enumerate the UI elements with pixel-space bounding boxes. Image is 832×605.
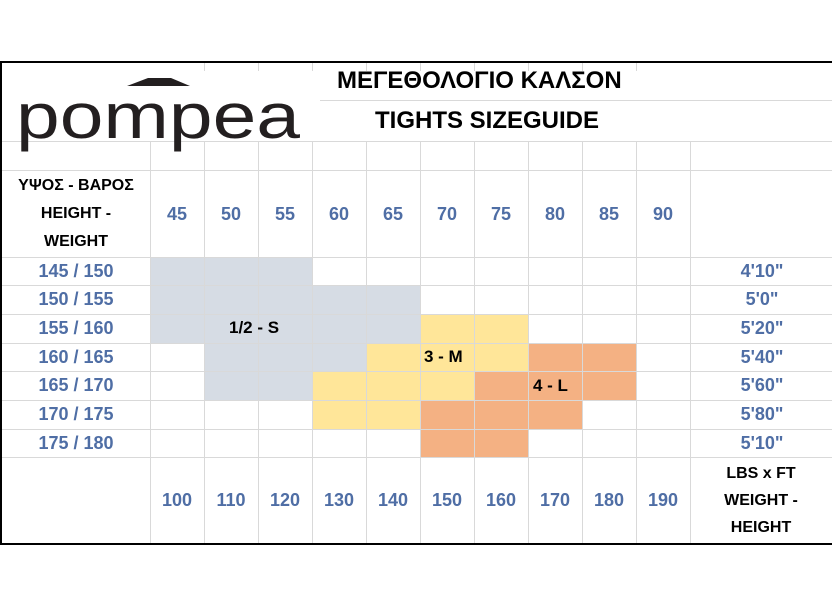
weight-lbs-label: 160 [485, 490, 517, 510]
size-zone-m [312, 371, 474, 400]
height-ft-label: 5'10" [740, 432, 784, 453]
grid-v-stub [204, 63, 205, 71]
grid-v-line [582, 141, 583, 543]
grid-h-line [2, 429, 832, 430]
grid-v-line [690, 141, 691, 543]
title-greek: ΜΕΓΕΘΟΛΟΓΙΟ ΚΑΛΣΟΝ [337, 67, 622, 94]
grid-v-line [150, 141, 151, 543]
height-ft-label: 5'40" [740, 346, 784, 367]
weight-height-label-1: WEIGHT - [724, 492, 798, 509]
size-zone-s [150, 285, 420, 314]
frame-top-border [0, 61, 832, 63]
weight-lbs-label: 190 [647, 490, 679, 510]
grid-v-stub [312, 63, 313, 71]
grid-h-line [2, 400, 832, 401]
grid-h-line [2, 457, 832, 458]
height-cm-label: 150 / 155 [38, 289, 114, 309]
grid-v-line [420, 141, 421, 543]
weight-lbs-label: 170 [539, 490, 571, 510]
size-label-m: 3 - M [424, 347, 463, 366]
height-cm-label: 170 / 175 [38, 404, 114, 424]
weight-lbs-label: 110 [216, 490, 246, 510]
grid-v-stub [366, 63, 367, 71]
grid-v-stub [528, 63, 529, 71]
size-zone-l [474, 371, 636, 400]
height-weight-label-1: HEIGHT - [40, 205, 112, 222]
size-zone-s [150, 314, 420, 343]
weight-kg-label: 85 [598, 203, 620, 224]
height-weight-label-2: WEIGHT [44, 233, 108, 250]
grid-v-stub [420, 63, 421, 71]
logo-wordmark: pompea [16, 80, 300, 152]
size-label-s: 1/2 - S [229, 318, 280, 337]
brand-logo: pompea [14, 76, 304, 161]
height-cm-label: 165 / 170 [38, 375, 114, 395]
grid-v-line [636, 141, 637, 543]
grid-h-line [2, 343, 832, 344]
grid-v-line [474, 141, 475, 543]
grid-v-line [528, 141, 529, 543]
grid-h-line [320, 100, 832, 101]
height-weight-greek-label: ΥΨΟΣ - ΒΑΡΟΣ [18, 177, 134, 194]
grid-v-line [366, 141, 367, 543]
grid-h-line [2, 170, 832, 171]
weight-height-label-2: HEIGHT [730, 519, 792, 536]
grid-h-line [2, 141, 832, 142]
size-zone-l [420, 400, 582, 429]
grid-h-line [2, 371, 832, 372]
weight-lbs-label: 150 [431, 490, 463, 510]
weight-kg-label: 50 [220, 203, 242, 224]
height-ft-label: 4'10" [740, 260, 784, 281]
grid-v-line [258, 141, 259, 543]
weight-kg-label: 45 [166, 203, 188, 224]
frame-bottom-border [0, 543, 832, 545]
height-ft-label: 5'80" [740, 404, 784, 424]
weight-kg-label: 75 [490, 203, 512, 224]
weight-kg-label: 80 [544, 203, 566, 224]
weight-kg-label: 55 [274, 203, 296, 224]
weight-lbs-label: 130 [323, 490, 355, 510]
grid-v-stub [582, 63, 583, 71]
weight-kg-label: 70 [436, 203, 458, 224]
weight-kg-label: 90 [652, 203, 674, 224]
height-ft-label: 5'60" [740, 375, 784, 395]
size-zone-s [150, 257, 312, 285]
weight-lbs-label: 140 [377, 490, 409, 510]
grid-h-line [2, 257, 832, 258]
height-cm-label: 155 / 160 [38, 318, 114, 338]
grid-v-stub [474, 63, 475, 71]
grid-h-line [2, 314, 832, 315]
grid-v-line [204, 141, 205, 543]
grid-v-line [312, 141, 313, 543]
weight-kg-label: 60 [328, 203, 350, 224]
height-cm-label: 175 / 180 [38, 432, 114, 453]
size-zone-s [204, 343, 366, 371]
weight-lbs-label: 180 [593, 490, 625, 510]
pompea-logo-icon: pompea [16, 78, 300, 152]
lbs-ft-label: LBS x FT [726, 465, 796, 482]
frame-left-border [0, 61, 2, 545]
size-label-l: 4 - L [533, 376, 568, 395]
weight-lbs-label: 120 [269, 490, 301, 510]
grid-v-stub [636, 63, 637, 71]
grid-v-stub [258, 63, 259, 71]
height-ft-label: 5'20" [740, 318, 784, 338]
height-cm-label: 160 / 165 [38, 346, 114, 367]
height-cm-label: 145 / 150 [38, 260, 114, 281]
size-zone-m [366, 343, 528, 371]
title-english: TIGHTS SIZEGUIDE [375, 107, 600, 134]
height-ft-label: 5'0" [745, 289, 779, 309]
weight-kg-label: 65 [382, 203, 404, 224]
weight-lbs-label: 100 [161, 490, 193, 510]
grid-h-line [2, 285, 832, 286]
